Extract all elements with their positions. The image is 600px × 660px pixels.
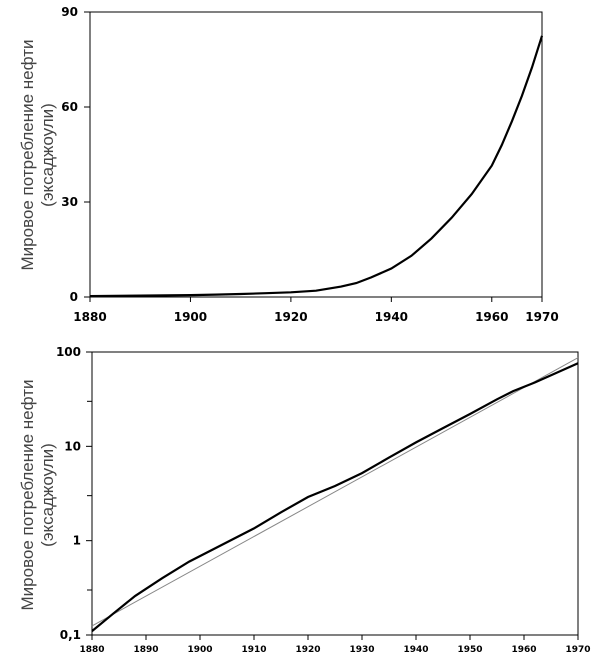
y-tick-label: 30 <box>61 195 78 209</box>
y-tick-label: 0,1 <box>60 628 81 642</box>
y-tick-label: 10 <box>64 439 81 453</box>
x-tick-label: 1880 <box>79 645 104 655</box>
x-tick-label: 1960 <box>511 645 536 655</box>
x-tick-label: 1890 <box>133 645 158 655</box>
oil-consumption-line <box>91 362 579 632</box>
linear-chart: Мировое потребление нефти (эксаджоули) 1… <box>18 5 559 324</box>
x-tick-label: 1940 <box>375 310 408 324</box>
y-tick-label: 100 <box>56 345 81 359</box>
plot-area-frame <box>91 351 579 636</box>
x-tick-label: 1950 <box>457 645 482 655</box>
x-tick-label: 1970 <box>525 310 558 324</box>
log-chart: Мировое потребление нефти (эксаджоули) 1… <box>18 345 591 655</box>
plot-area-frame <box>89 11 543 298</box>
y-tick-label: 1 <box>73 534 81 548</box>
x-tick-label: 1910 <box>241 645 266 655</box>
x-tick-label: 1920 <box>295 645 320 655</box>
x-tick-label: 1940 <box>403 645 428 655</box>
y-axis-label-line2: (эксаджоули) <box>38 103 57 207</box>
x-tick-label: 1900 <box>174 310 207 324</box>
axis-ticks: 1880 1890 1900 1910 1920 1930 1940 1950 1960 1970… <box>56 345 591 655</box>
y-axis-label-line1: Мировое потребление нефти <box>18 380 37 611</box>
y-tick-label: 0 <box>70 290 78 304</box>
x-tick-label: 1930 <box>349 645 374 655</box>
y-tick-label: 90 <box>61 5 78 19</box>
x-tick-label: 1900 <box>187 645 212 655</box>
axis-ticks: 1880 1900 1920 1940 1960 1970 0 30 60 90 <box>61 5 558 324</box>
x-tick-label: 1970 <box>565 645 590 655</box>
x-tick-label: 1880 <box>73 310 106 324</box>
x-tick-label: 1920 <box>274 310 307 324</box>
exponential-trend-line <box>91 357 579 627</box>
y-axis-label-line2: (эксаджоули) <box>38 443 57 547</box>
x-tick-label: 1960 <box>475 310 508 324</box>
y-axis-label-line1: Мировое потребление нефти <box>18 40 37 271</box>
oil-consumption-line <box>89 35 544 298</box>
y-tick-label: 60 <box>61 100 78 114</box>
